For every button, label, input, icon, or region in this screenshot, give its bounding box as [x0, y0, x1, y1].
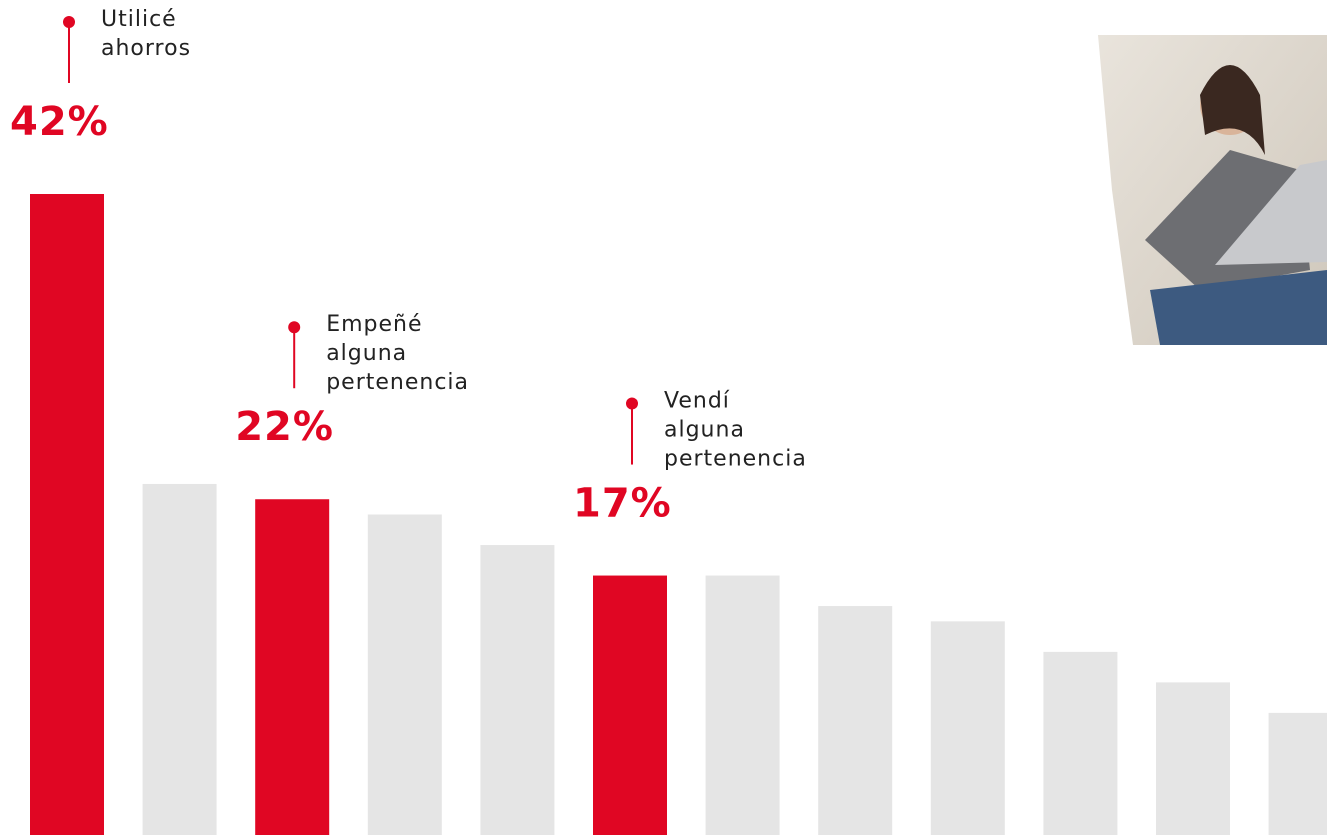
bar — [367, 514, 442, 835]
bar — [818, 606, 893, 835]
annotation-text: pertenencia — [664, 447, 807, 472]
bar — [480, 545, 555, 835]
annotation-text: alguna — [664, 418, 745, 443]
annotation-text: pertenencia — [326, 370, 469, 395]
bar — [1268, 712, 1327, 835]
bar — [1156, 682, 1230, 835]
bar — [142, 483, 217, 835]
photo — [1098, 35, 1327, 345]
value-label: 17% — [573, 481, 672, 527]
bar — [930, 621, 1005, 835]
annotation-text: Utilicé — [101, 7, 177, 32]
annotation-text: Empeñé — [326, 312, 422, 337]
annotation-dot — [626, 397, 638, 410]
bar — [705, 575, 780, 835]
annotation-text: Vendí — [664, 389, 730, 414]
annotation-dot — [63, 16, 75, 28]
annotation-dot — [288, 321, 301, 334]
bar — [1043, 651, 1118, 835]
bar — [255, 499, 330, 835]
value-label: 42% — [10, 99, 109, 145]
value-label: 22% — [235, 404, 334, 450]
bar — [30, 194, 104, 835]
bar — [593, 575, 667, 835]
annotation-text: alguna — [326, 341, 407, 366]
annotation-text: ahorros — [101, 36, 191, 61]
